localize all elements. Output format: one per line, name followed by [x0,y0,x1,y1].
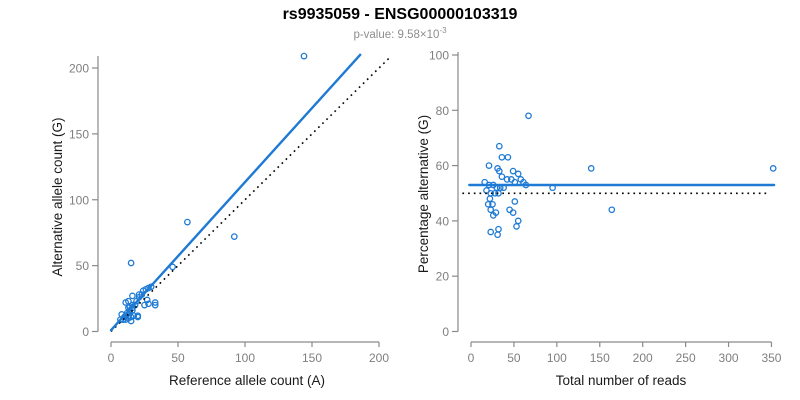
y-axis-title: Percentage alternative (G) [416,115,431,273]
data-point [495,167,503,175]
data-point [127,259,135,267]
panel-left: 0 50 100 150 200 0 50 100 150 200 Reference allele… [50,52,391,388]
x-tick-label: 150 [302,351,322,365]
data-point [151,299,159,306]
x-tick-label: 0 [468,351,475,365]
data-point [486,195,494,203]
data-point [145,300,152,308]
data-point [495,225,502,233]
p-value-exponent: -3 [439,26,447,35]
data-point [608,206,616,214]
data-point [525,112,532,120]
y-tick-label: 0 [442,325,449,339]
data-point [504,153,512,161]
data-point [587,165,595,172]
x-tick-label: 350 [761,351,781,365]
y-tick-label: 100 [429,49,449,63]
y-tick-label: 40 [436,214,450,228]
data-point [487,228,495,236]
data-points [117,52,308,325]
data-point [143,296,151,304]
data-point [509,167,517,175]
x-tick-label: 300 [719,351,739,365]
data-point [169,263,176,271]
page-title: rs9935059 - ENSG00000103319 [282,6,518,23]
data-point [129,292,136,300]
data-point [509,209,517,216]
data-point [230,233,238,240]
data-point [514,170,522,178]
panel-right: 0 50 100 150 200 250 300 350 0 20 40 60 80 100 Total n… [416,49,782,389]
y-axis-title: Alternative allele count (G) [50,117,65,276]
p-value-text: p-value: 9.58×10 [353,28,440,41]
data-point [495,189,502,197]
data-point [514,217,522,225]
x-tick-label: 150 [590,351,610,365]
data-point [503,176,511,183]
data-point [495,142,503,150]
x-tick-label: 200 [633,351,653,365]
data-point [511,198,519,205]
data-point [300,52,308,60]
x-tick-label: 50 [171,351,185,365]
data-point [127,313,135,321]
data-point [487,206,495,214]
y-tick-label: 150 [69,127,89,141]
x-tick-label: 0 [108,351,115,365]
data-point [141,301,148,309]
y-tick-label: 0 [82,325,89,339]
x-axis-title: Total number of reads [556,373,687,388]
data-point [184,218,191,226]
x-tick-label: 250 [676,351,696,365]
y-tick-label: 100 [69,193,89,207]
data-point [485,162,493,169]
x-tick-label: 50 [507,351,521,365]
y-tick-label: 60 [436,159,450,173]
x-tick-label: 100 [235,351,255,365]
x-tick-label: 100 [547,351,567,365]
identity-line [110,56,391,333]
y-tick-label: 200 [69,62,89,76]
data-point [134,313,142,321]
data-point [513,223,520,230]
x-tick-label: 200 [369,351,389,365]
y-tick-label: 50 [76,259,90,273]
data-points [481,112,777,239]
p-value-subtitle: p-value: 9.58×10-3 [0,26,800,41]
data-point [489,212,497,219]
fit-line [109,53,362,332]
data-point [484,200,492,208]
data-point [769,165,777,172]
y-tick-label: 80 [436,104,450,118]
x-axis-title: Reference allele count (A) [169,373,325,388]
data-point [498,173,506,181]
data-point [127,317,135,325]
data-point [498,153,506,161]
y-tick-label: 20 [436,270,450,284]
data-point [151,301,159,309]
data-point [494,231,501,239]
